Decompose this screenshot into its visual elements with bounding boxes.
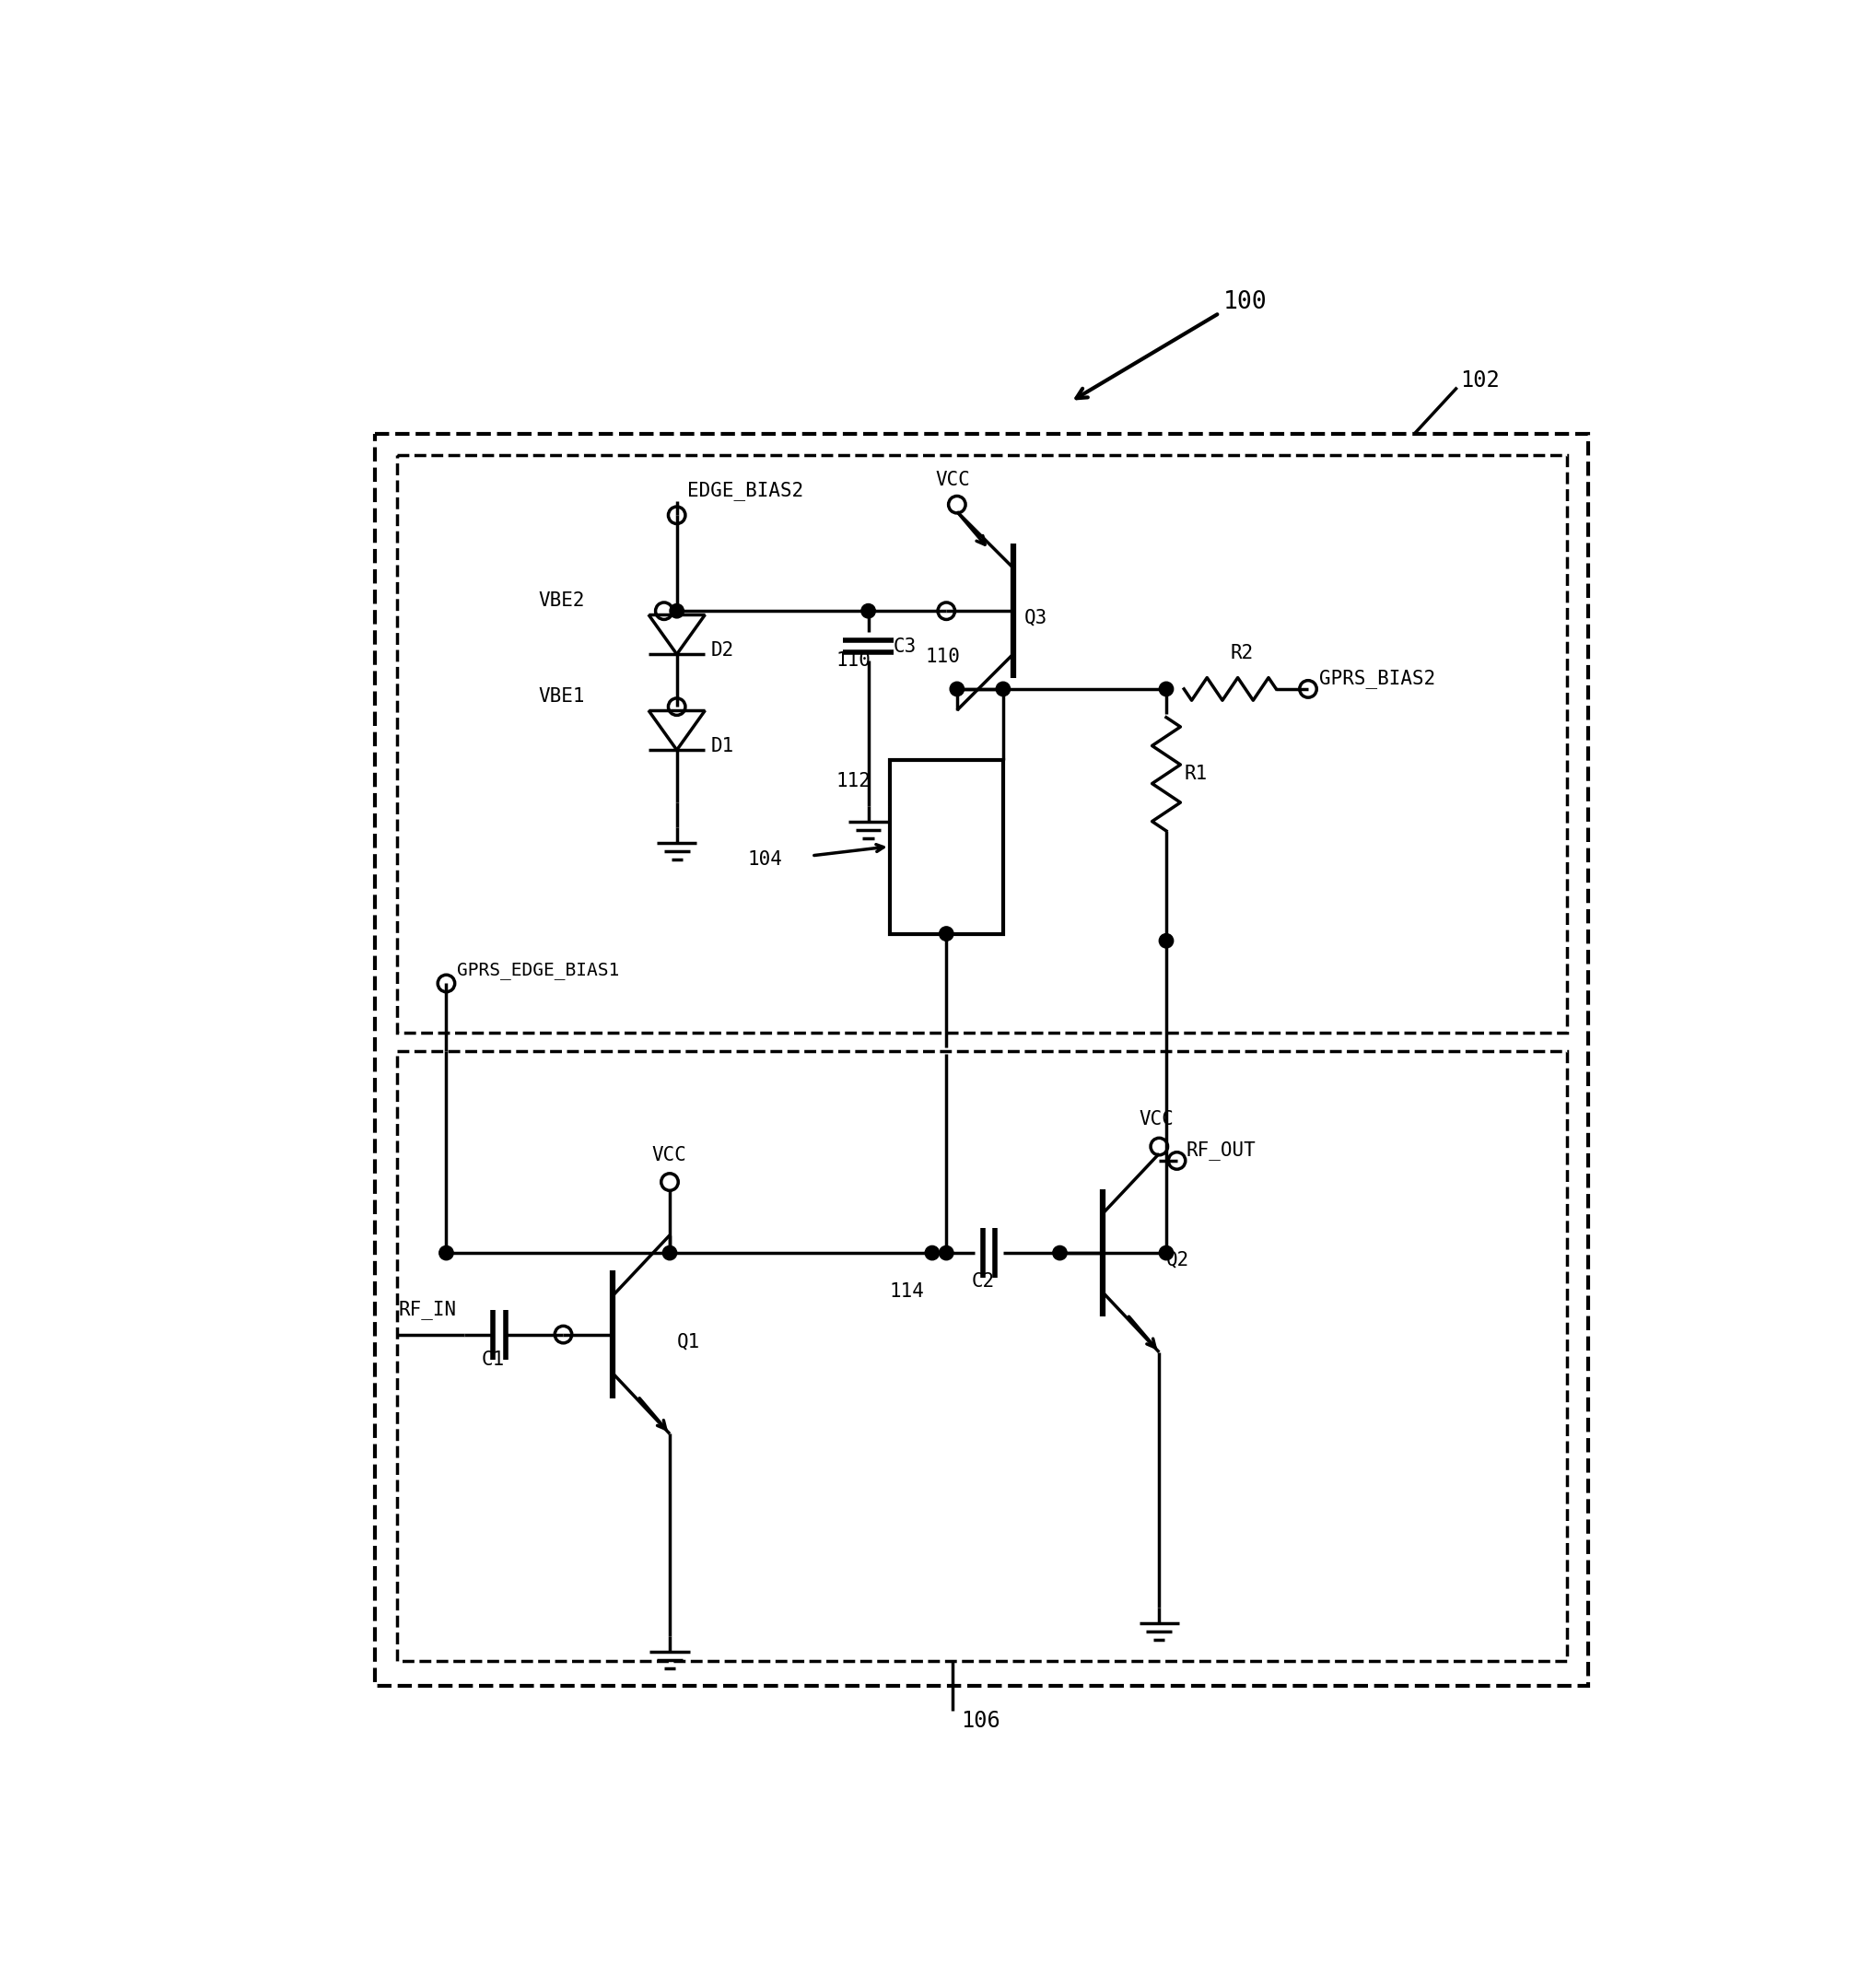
- Circle shape: [1160, 682, 1173, 696]
- Text: C2: C2: [970, 1272, 995, 1290]
- Bar: [396, 1052, 1567, 1660]
- Circle shape: [939, 926, 954, 940]
- Bar: [396, 455, 1567, 1034]
- Text: C1: C1: [481, 1350, 506, 1368]
- Text: VBE1: VBE1: [537, 688, 584, 706]
- Circle shape: [939, 1246, 954, 1260]
- Circle shape: [662, 1246, 677, 1260]
- Circle shape: [1160, 934, 1173, 948]
- Text: 102: 102: [1461, 370, 1500, 392]
- Text: VBE2: VBE2: [537, 590, 584, 610]
- Text: D2: D2: [710, 640, 734, 660]
- Text: RF_IN: RF_IN: [398, 1300, 457, 1320]
- Text: 110: 110: [926, 648, 959, 666]
- Text: R2: R2: [1231, 644, 1253, 662]
- Text: C3: C3: [892, 638, 916, 656]
- Text: 100: 100: [1223, 290, 1266, 314]
- Text: R1: R1: [1184, 765, 1206, 783]
- Circle shape: [1052, 1246, 1067, 1260]
- Text: Q3: Q3: [1024, 608, 1048, 628]
- Text: 110: 110: [837, 652, 872, 670]
- Text: VCC: VCC: [653, 1145, 686, 1165]
- Bar: [890, 759, 1004, 934]
- Text: EDGE_BIAS2: EDGE_BIAS2: [688, 481, 803, 501]
- Text: GPRS_EDGE_BIAS1: GPRS_EDGE_BIAS1: [457, 962, 619, 980]
- Text: VCC: VCC: [1140, 1111, 1175, 1129]
- Text: VCC: VCC: [935, 471, 970, 489]
- Text: Q2: Q2: [1166, 1250, 1190, 1268]
- Circle shape: [1160, 1246, 1173, 1260]
- Circle shape: [996, 682, 1009, 696]
- Circle shape: [669, 604, 684, 618]
- Text: 106: 106: [961, 1710, 1000, 1732]
- Text: 104: 104: [747, 851, 783, 869]
- Bar: [376, 433, 1588, 1686]
- Text: RF_OUT: RF_OUT: [1186, 1141, 1257, 1159]
- Circle shape: [439, 1246, 454, 1260]
- Text: 114: 114: [890, 1282, 924, 1300]
- Text: GPRS_BIAS2: GPRS_BIAS2: [1318, 668, 1435, 688]
- Text: D1: D1: [710, 736, 734, 755]
- Text: Q1: Q1: [677, 1332, 701, 1350]
- Circle shape: [950, 682, 965, 696]
- Text: 112: 112: [837, 771, 872, 791]
- Circle shape: [926, 1246, 939, 1260]
- Circle shape: [861, 604, 876, 618]
